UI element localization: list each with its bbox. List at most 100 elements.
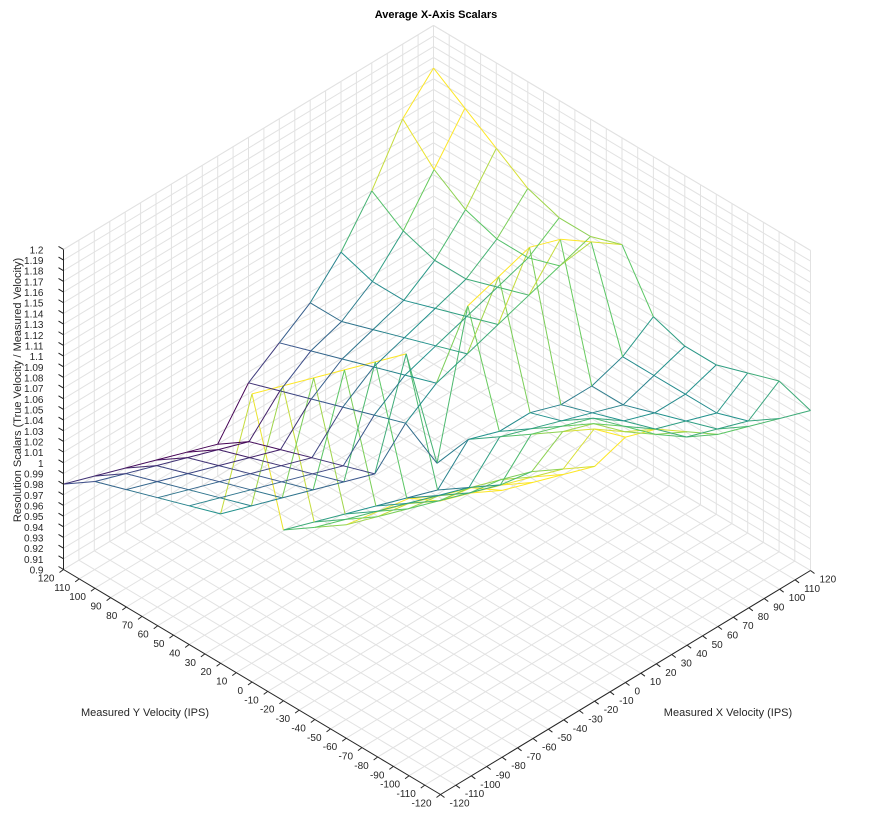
surface-edge (126, 489, 158, 499)
z-tick-label: 1.05 (24, 405, 44, 416)
z-tick-label: 1.04 (24, 416, 44, 427)
wall-gridline-z (63, 78, 434, 304)
surface-edge (248, 390, 281, 442)
surface-edge (156, 465, 189, 475)
surface-edge (622, 356, 655, 376)
z-tick-label: 1.14 (24, 309, 44, 320)
surface-edge (342, 414, 375, 467)
wall-gridline-z (63, 334, 434, 560)
z-tick-mark (58, 320, 64, 325)
surface-edge (622, 316, 654, 358)
top-edge (63, 24, 434, 250)
surface-edge (748, 418, 780, 427)
surface-edge (435, 307, 467, 317)
x-tick-label: 100 (789, 593, 806, 604)
y-tick-mark (169, 634, 174, 639)
surface-edge (497, 286, 530, 296)
surface-edge (654, 412, 687, 422)
x-tick-label: 20 (665, 668, 677, 679)
surface-edge (94, 473, 126, 477)
surface-edge (346, 516, 378, 526)
surface-edge (684, 345, 717, 366)
surface-edge (532, 468, 564, 478)
surface-edge (529, 238, 561, 248)
surface-edge (495, 147, 529, 189)
z-tick-label: 1.16 (24, 288, 44, 299)
wall-gridline-z (433, 46, 811, 273)
surface-edge (187, 449, 219, 459)
wall-gridline-z (63, 238, 434, 464)
surface-edge (371, 230, 404, 282)
y-tick-label: -80 (354, 761, 369, 772)
surface-edge (341, 321, 374, 331)
surface-edge (528, 239, 561, 296)
surface-edge (372, 299, 405, 330)
y-tick-label: -10 (244, 695, 259, 706)
surface-edge (63, 481, 95, 485)
wall-gridline-z (63, 313, 434, 538)
wall-gridline-z (433, 56, 811, 283)
z-tick-label: 1.18 (24, 267, 44, 278)
x-tick-mark (440, 794, 445, 798)
x-tick-label: -10 (619, 696, 634, 707)
surface-edge (563, 465, 595, 470)
surface-edge (434, 259, 467, 280)
wall-gridline-z (63, 110, 434, 336)
surface-edge (469, 484, 501, 494)
floor-gridline-y (267, 466, 638, 692)
floor-gridline-y (94, 363, 466, 589)
surface-edge (407, 495, 439, 504)
surface-edge (403, 259, 436, 301)
wall-gridline-z (433, 195, 811, 422)
surface-edge (527, 217, 560, 259)
z-tick-label: 1.08 (24, 373, 44, 384)
floor-gridline-y (393, 541, 764, 767)
floor-gridline-y (204, 429, 576, 655)
surface-mesh (63, 67, 811, 531)
z-tick-label: 1.09 (24, 363, 44, 374)
surface-edge (465, 209, 498, 240)
floor-gridline-y (345, 513, 717, 739)
floor-gridline-y (141, 391, 513, 617)
surface-edge (404, 374, 437, 384)
surface-edge (404, 337, 436, 347)
surface-edge (465, 278, 498, 288)
y-tick-mark (310, 719, 316, 723)
surface-edge (374, 414, 406, 424)
y-tick-mark (122, 606, 127, 611)
z-tick-label: 1 (38, 459, 44, 470)
x-tick-mark (625, 682, 630, 686)
z-tick-mark (58, 534, 64, 538)
x-tick-mark (548, 728, 553, 733)
surface-edge (342, 406, 375, 416)
x-tick-label: 120 (820, 575, 837, 586)
surface-edge (376, 508, 408, 512)
z-tick-mark (58, 555, 64, 560)
surface-edge (376, 502, 408, 512)
y-tick-label: 50 (153, 639, 165, 650)
z-tick-mark (58, 491, 64, 496)
chart-title: Average X-Axis Scalars (375, 9, 498, 21)
surface-edge (280, 457, 313, 467)
surface-edge (624, 431, 656, 435)
z-tick-label: 0.97 (24, 491, 44, 502)
wall-gridline-z (63, 67, 434, 293)
surface-edge (219, 497, 252, 507)
z-tick-label: 1.07 (24, 384, 44, 395)
surface-edge (470, 479, 502, 489)
surface-edge (655, 420, 687, 430)
x-tick-label: -100 (480, 780, 500, 791)
wall-gridline-z (433, 345, 811, 571)
wall-gridline-z (63, 217, 434, 442)
surface-edge (592, 417, 625, 427)
surface-edge (778, 380, 811, 411)
surface-edge (186, 449, 219, 453)
surface-edge (499, 433, 532, 486)
surface-edge (281, 473, 313, 483)
surface-edge (593, 423, 625, 427)
floor-gridline-y (188, 420, 560, 645)
surface-edge (279, 350, 312, 392)
y-tick-mark (106, 597, 111, 602)
y-tick-label: 10 (216, 677, 228, 688)
floor-gridline-y (283, 476, 654, 702)
